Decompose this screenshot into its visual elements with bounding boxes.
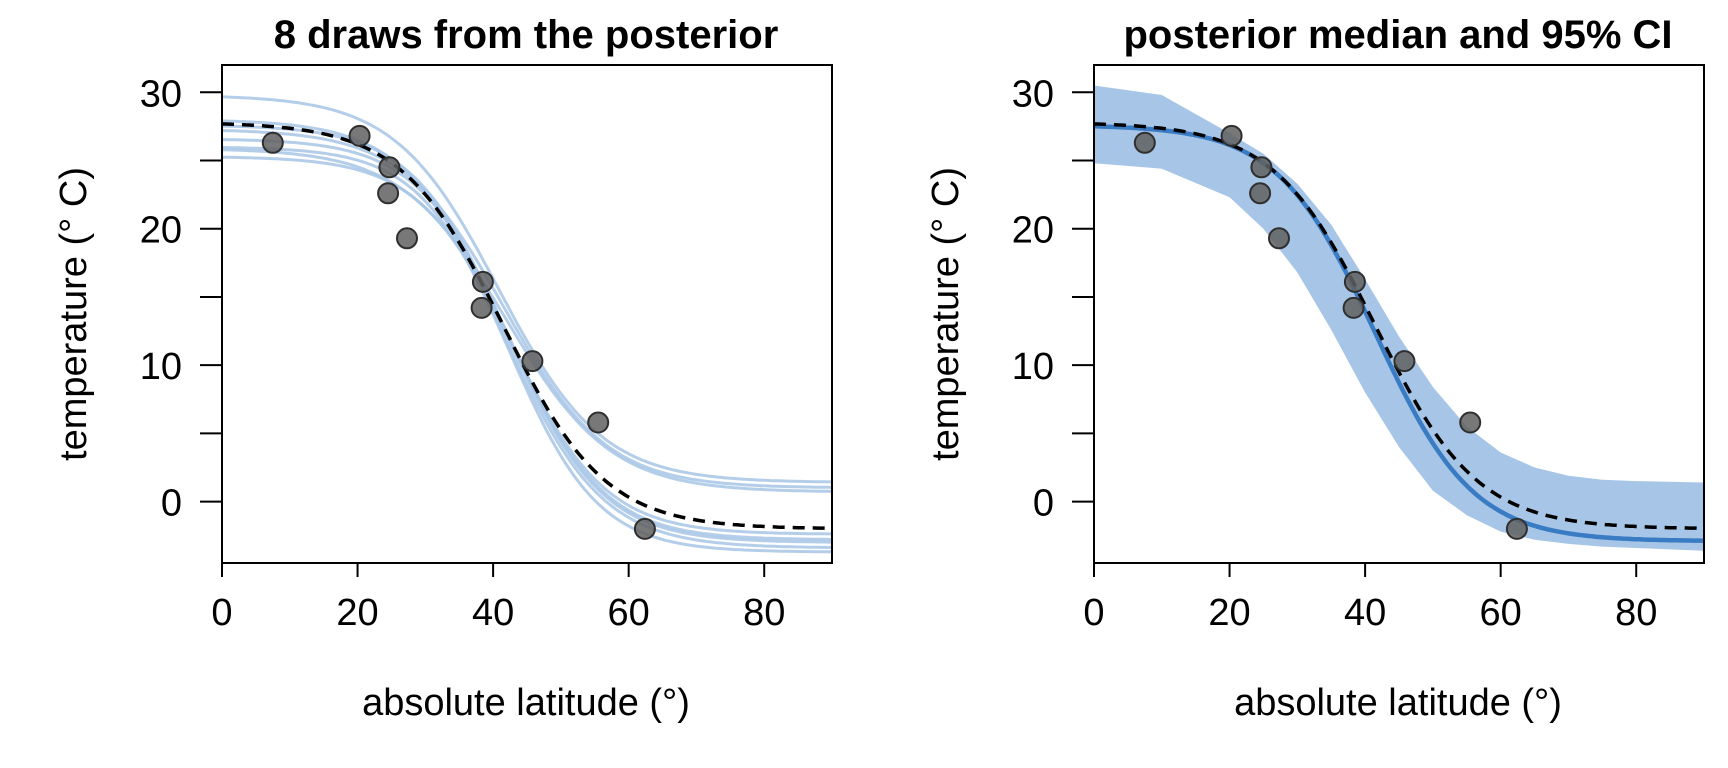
plot-area bbox=[222, 95, 832, 554]
y-tick-label: 20 bbox=[1012, 210, 1054, 252]
data-point bbox=[1133, 131, 1156, 154]
median-dashed-line bbox=[1094, 122, 1704, 531]
data-point bbox=[1393, 350, 1416, 373]
median-fit-line bbox=[1094, 124, 1704, 543]
y-tick-label: 10 bbox=[1012, 346, 1054, 388]
data-point bbox=[1268, 227, 1290, 250]
chart-title: 8 draws from the posterior bbox=[274, 13, 779, 57]
y-tick-label: 10 bbox=[140, 346, 182, 388]
data-point bbox=[1249, 182, 1272, 205]
x-tick-label: 40 bbox=[472, 592, 514, 634]
x-axis-label: absolute latitude (°) bbox=[362, 682, 690, 724]
y-tick-label: 30 bbox=[1012, 73, 1054, 115]
data-point bbox=[1220, 124, 1243, 147]
x-axis-label: absolute latitude (°) bbox=[1234, 682, 1562, 724]
data-point bbox=[377, 182, 400, 205]
median-dashed-line bbox=[222, 122, 832, 531]
data-point bbox=[1505, 517, 1528, 540]
x-tick-label: 20 bbox=[336, 592, 378, 634]
posterior-draw-line-8 bbox=[222, 129, 832, 489]
plot-area bbox=[1094, 85, 1704, 551]
data-point bbox=[261, 131, 284, 154]
x-tick-label: 60 bbox=[1480, 592, 1522, 634]
y-tick-label: 30 bbox=[140, 73, 182, 115]
data-point bbox=[521, 350, 544, 373]
x-tick-label: 0 bbox=[1083, 592, 1104, 634]
data-point bbox=[378, 156, 401, 179]
data-point bbox=[348, 124, 371, 147]
x-tick-label: 20 bbox=[1208, 592, 1250, 634]
data-point bbox=[1250, 156, 1273, 179]
data-point bbox=[1459, 411, 1482, 434]
chart-title: posterior median and 95% CI bbox=[1123, 13, 1672, 57]
posterior-draw-line-6 bbox=[222, 95, 832, 484]
data-point bbox=[396, 227, 418, 250]
data-point bbox=[587, 411, 610, 434]
x-tick-label: 0 bbox=[211, 592, 232, 634]
x-tick-label: 60 bbox=[608, 592, 650, 634]
data-point bbox=[1343, 270, 1366, 293]
x-tick-label: 40 bbox=[1344, 592, 1386, 634]
posterior-draw-line-4 bbox=[222, 146, 832, 554]
axes: 0 20 40 60 80 0 10 20 30 bbox=[140, 73, 786, 634]
axes: 0 20 40 60 80 0 10 20 30 bbox=[1012, 73, 1658, 634]
data-point bbox=[470, 296, 493, 319]
y-tick-label: 20 bbox=[140, 210, 182, 252]
plot-frame bbox=[1093, 64, 1705, 564]
x-tick-label: 80 bbox=[1615, 592, 1657, 634]
y-tick-label: 0 bbox=[161, 483, 182, 525]
y-axis-label: temperature (° C) bbox=[53, 167, 95, 461]
ci-band bbox=[1094, 85, 1704, 551]
plot-frame bbox=[221, 64, 833, 564]
data-point bbox=[471, 270, 494, 293]
chart-panel-draws: 8 draws from the posterior 0 20 40 60 80 0 10 2… bbox=[53, 13, 833, 724]
posterior-draw-line-1 bbox=[222, 119, 832, 549]
y-tick-label: 0 bbox=[1033, 483, 1054, 525]
data-point bbox=[633, 517, 656, 540]
chart-panel-median-ci: posterior median and 95% CI 0 20 40 60 80 0 10… bbox=[925, 13, 1705, 724]
data-point bbox=[1342, 296, 1365, 319]
x-tick-label: 80 bbox=[743, 592, 785, 634]
posterior-draw-line-7 bbox=[222, 148, 832, 493]
y-axis-label: temperature (° C) bbox=[925, 167, 967, 461]
